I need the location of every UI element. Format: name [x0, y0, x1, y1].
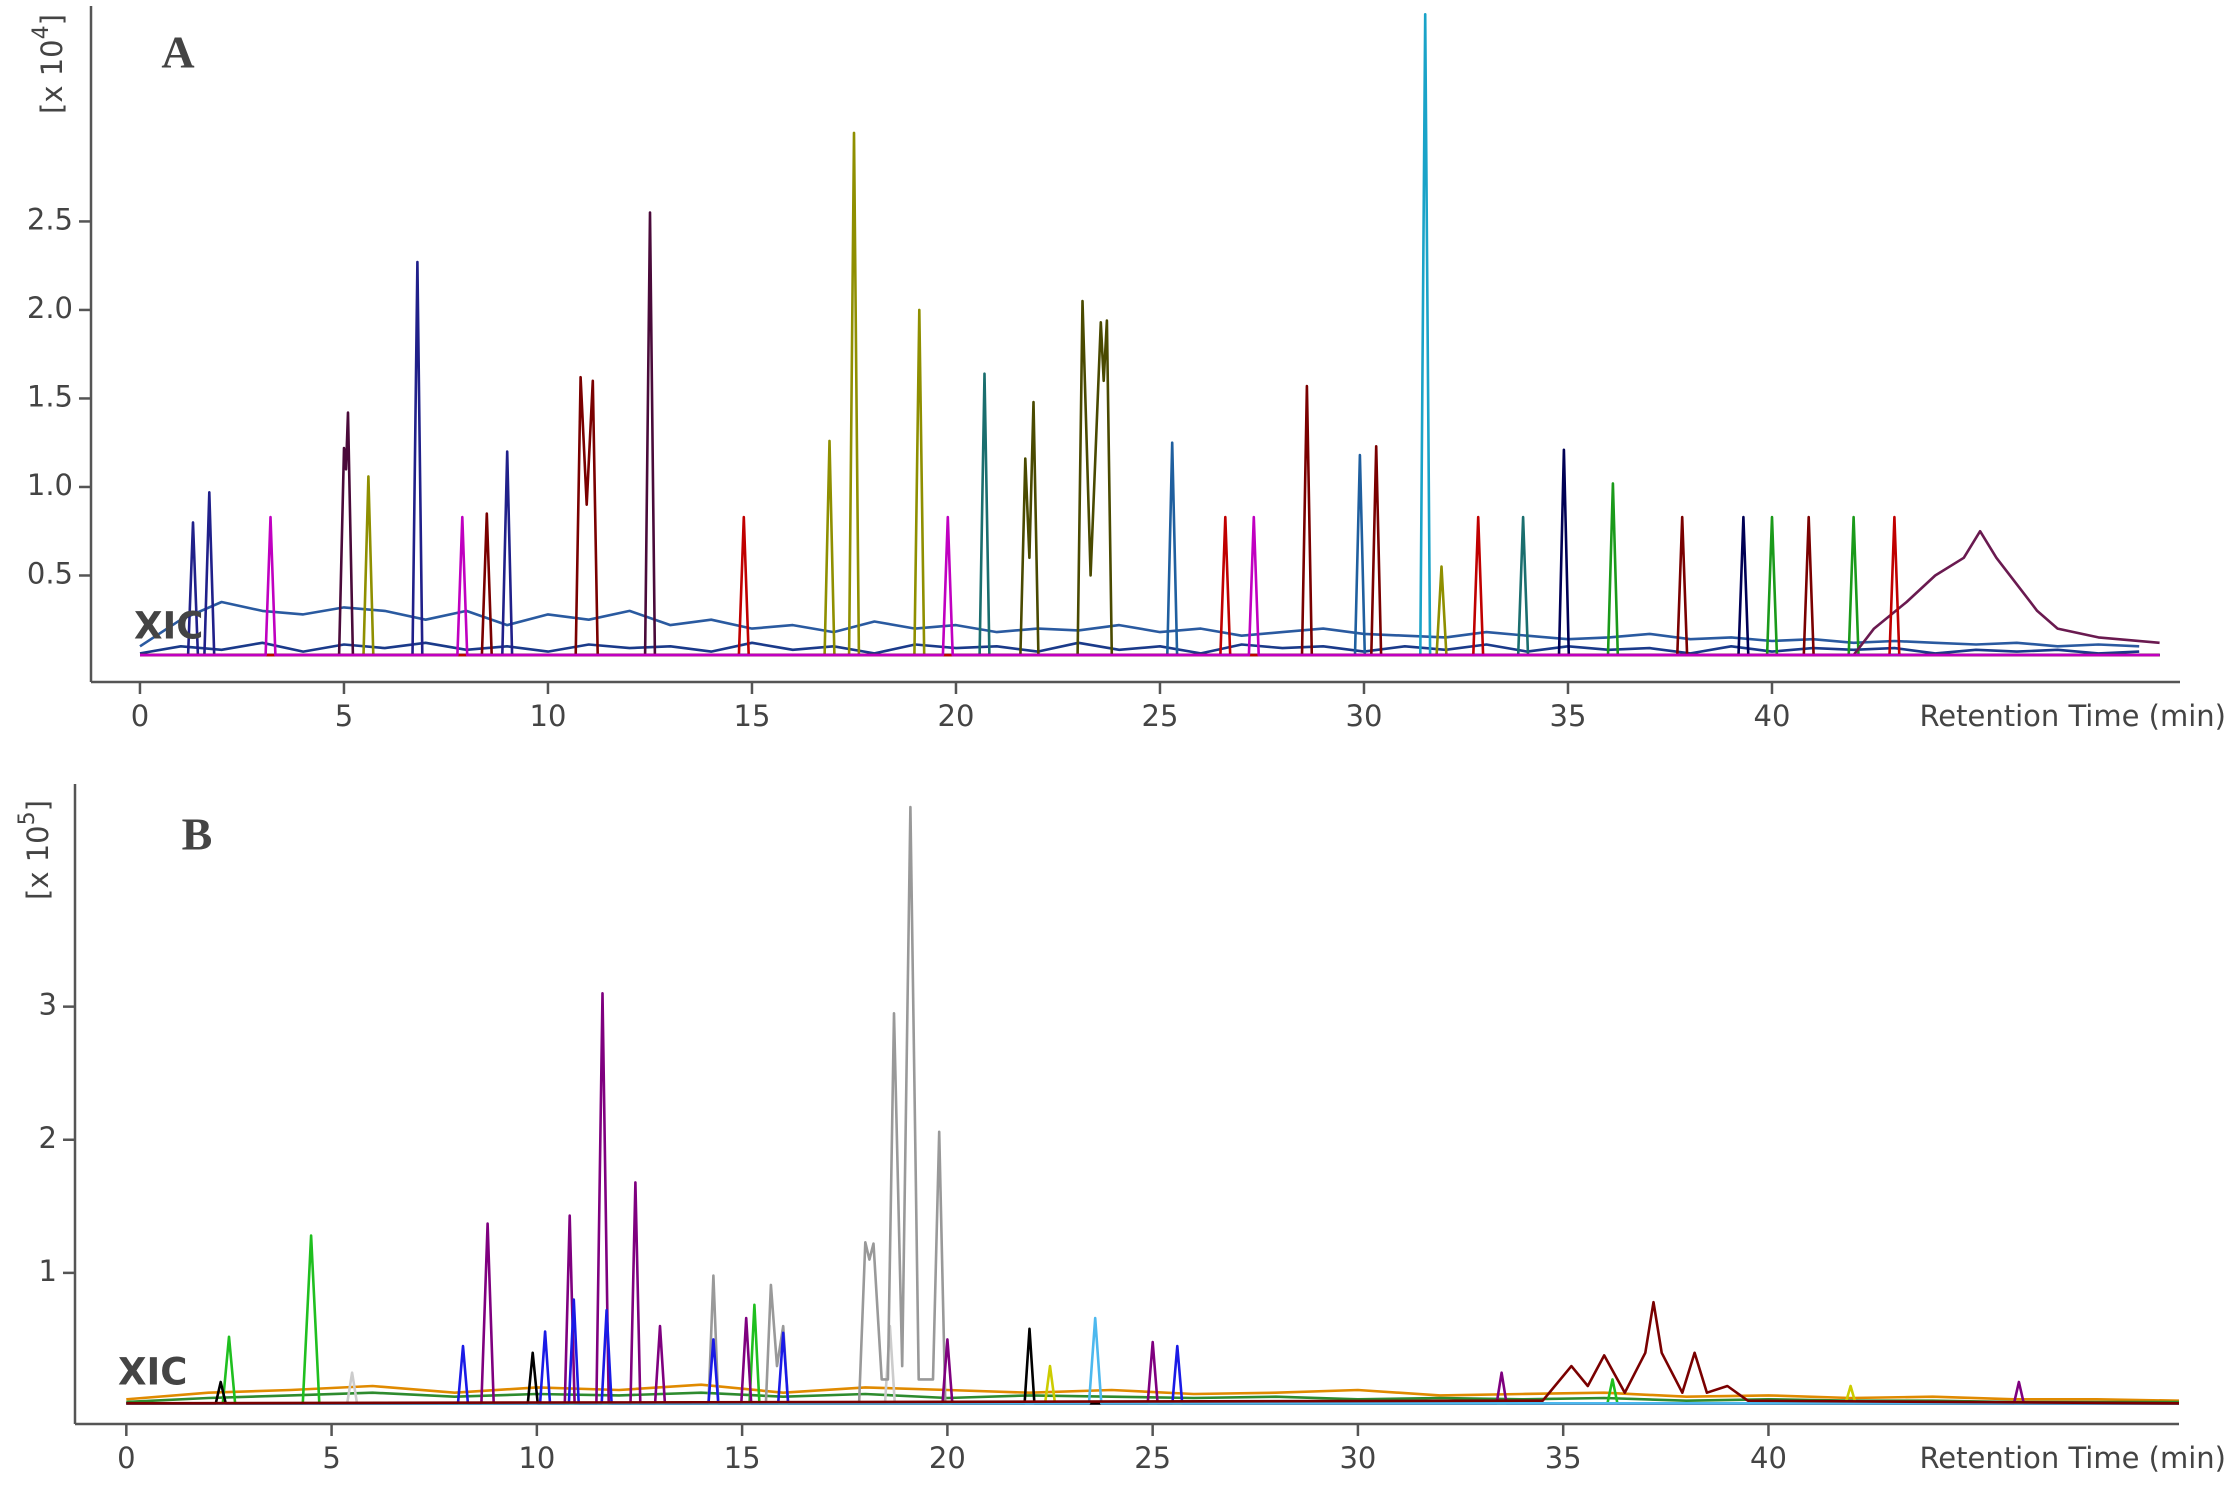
y-multiplier: [x 105]: [15, 800, 55, 900]
x-tick-label: 15: [734, 699, 771, 733]
y-tick-label: 2: [39, 1121, 57, 1155]
y-multiplier-exponent: 4: [29, 25, 54, 39]
chromatogram-trace: [140, 131, 2160, 657]
panel: 0 5 10 15 20 25 30 35 40 0.5 1.0 1.5 2.0 2.5 Retention…: [27, 6, 2226, 733]
x-tick-label: 20: [929, 1441, 966, 1475]
y-multiplier-close: ]: [21, 800, 55, 811]
y-multiplier-base: [x 10: [35, 39, 69, 114]
chromatogram-trace: [126, 1327, 2179, 1405]
x-tick-label: 0: [117, 1441, 135, 1475]
x-tick-label: 5: [335, 699, 353, 733]
x-tick-label: 25: [1134, 1441, 1171, 1475]
chromatogram-trace: [140, 299, 2160, 657]
x-tick-label: 10: [518, 1441, 555, 1475]
y-multiplier-close: ]: [35, 14, 69, 25]
x-tick-label: 0: [131, 699, 149, 733]
chromatogram-trace: [140, 515, 2160, 657]
chromatogram-trace: [140, 529, 2160, 657]
x-tick-label: 10: [530, 699, 567, 733]
chromatogram-trace: [139, 641, 2140, 655]
xic-label: XIC: [134, 605, 203, 648]
x-tick-label: 5: [322, 1441, 340, 1475]
y-multiplier-base: [x 10: [21, 825, 55, 900]
x-tick-label: 35: [1545, 1441, 1582, 1475]
y-tick-label: 0.5: [27, 556, 73, 590]
x-axis-label: Retention Time (min): [1919, 1441, 2226, 1475]
xic-label: XIC: [118, 1351, 187, 1394]
y-tick-label: 2.0: [27, 291, 73, 325]
x-tick-label: 30: [1346, 699, 1383, 733]
y-tick-label: 1.0: [27, 468, 73, 502]
x-axis-label: Retention Time (min): [1919, 699, 2226, 733]
y-tick-label: 1: [39, 1254, 57, 1288]
y-multiplier-exponent: 5: [15, 811, 40, 825]
x-tick-label: 40: [1754, 699, 1791, 733]
chromatogram-trace: [126, 1300, 2180, 1405]
y-tick-label: 3: [39, 988, 57, 1022]
panel-label: A: [161, 27, 194, 78]
chromatogram-trace: [126, 992, 2179, 1405]
chromatogram-trace: [140, 482, 2160, 657]
x-tick-label: 30: [1339, 1441, 1376, 1475]
panel-label: B: [182, 809, 213, 860]
y-tick-label: 1.5: [27, 379, 73, 413]
chromatogram-trace: [126, 1383, 2180, 1402]
y-multiplier: [x 104]: [29, 14, 69, 114]
chromatogram-trace: [139, 600, 2140, 648]
x-tick-label: 40: [1750, 1441, 1787, 1475]
chromatogram-trace: [140, 13, 2160, 657]
chromatogram-trace: [140, 211, 2160, 657]
chromatogram-trace: [126, 1234, 2179, 1405]
panel: 0 5 10 15 20 25 30 35 40 1 2 3 Retention Time (min) […: [15, 784, 2226, 1475]
x-tick-label: 15: [724, 1441, 761, 1475]
chromatogram-trace: [126, 805, 2179, 1405]
x-tick-label: 20: [938, 699, 975, 733]
x-tick-label: 35: [1550, 699, 1587, 733]
x-tick-label: 25: [1142, 699, 1179, 733]
y-tick-label: 2.5: [27, 202, 73, 236]
